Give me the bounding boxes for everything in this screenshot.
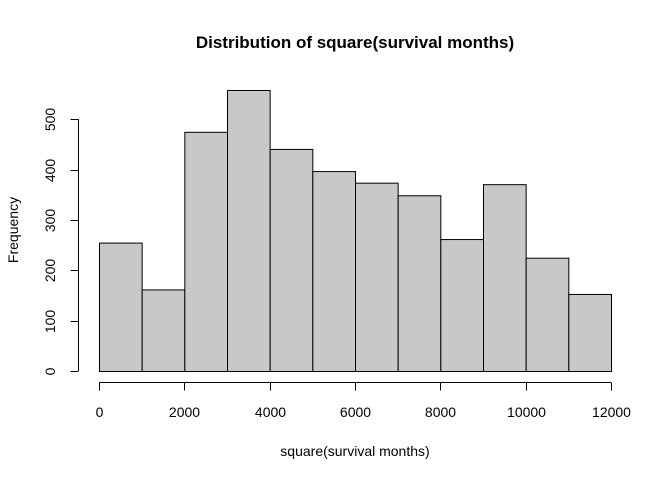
histogram-bar (312, 171, 357, 372)
chart-title: Distribution of square(survival months) (196, 33, 514, 52)
y-axis-label: Frequency (5, 197, 21, 263)
histogram-bar (525, 257, 570, 372)
x-tick-label: 10000 (507, 404, 546, 420)
y-tick-label: 0 (42, 367, 58, 375)
histogram-bar (184, 131, 228, 372)
x-tick-label: 8000 (425, 404, 456, 420)
histogram-bar (397, 195, 442, 372)
y-tick-label: 200 (42, 259, 58, 283)
x-tick-label: 12000 (592, 404, 631, 420)
bars-group (99, 90, 612, 372)
histogram-bar (99, 242, 143, 372)
x-axis: 0 2000 4000 6000 8000 10000 12000 (96, 382, 631, 420)
x-axis-label: square(survival months) (280, 443, 429, 459)
y-tick-label: 500 (42, 108, 58, 132)
x-tick-label: 4000 (255, 404, 286, 420)
y-tick-label: 300 (42, 209, 58, 233)
histogram-bar (227, 90, 271, 372)
histogram-bar (141, 289, 186, 372)
y-axis: 0 100 200 300 400 500 (42, 108, 79, 375)
x-tick-label: 0 (96, 404, 104, 420)
histogram-bar (355, 182, 399, 372)
y-tick-label: 400 (42, 159, 58, 183)
histogram-bar (568, 293, 612, 372)
y-tick-label: 100 (42, 310, 58, 334)
histogram-bar (483, 184, 527, 372)
x-tick-label: 6000 (340, 404, 371, 420)
histogram-bar (269, 148, 314, 372)
x-tick-label: 2000 (169, 404, 200, 420)
histogram-bar (440, 239, 485, 372)
